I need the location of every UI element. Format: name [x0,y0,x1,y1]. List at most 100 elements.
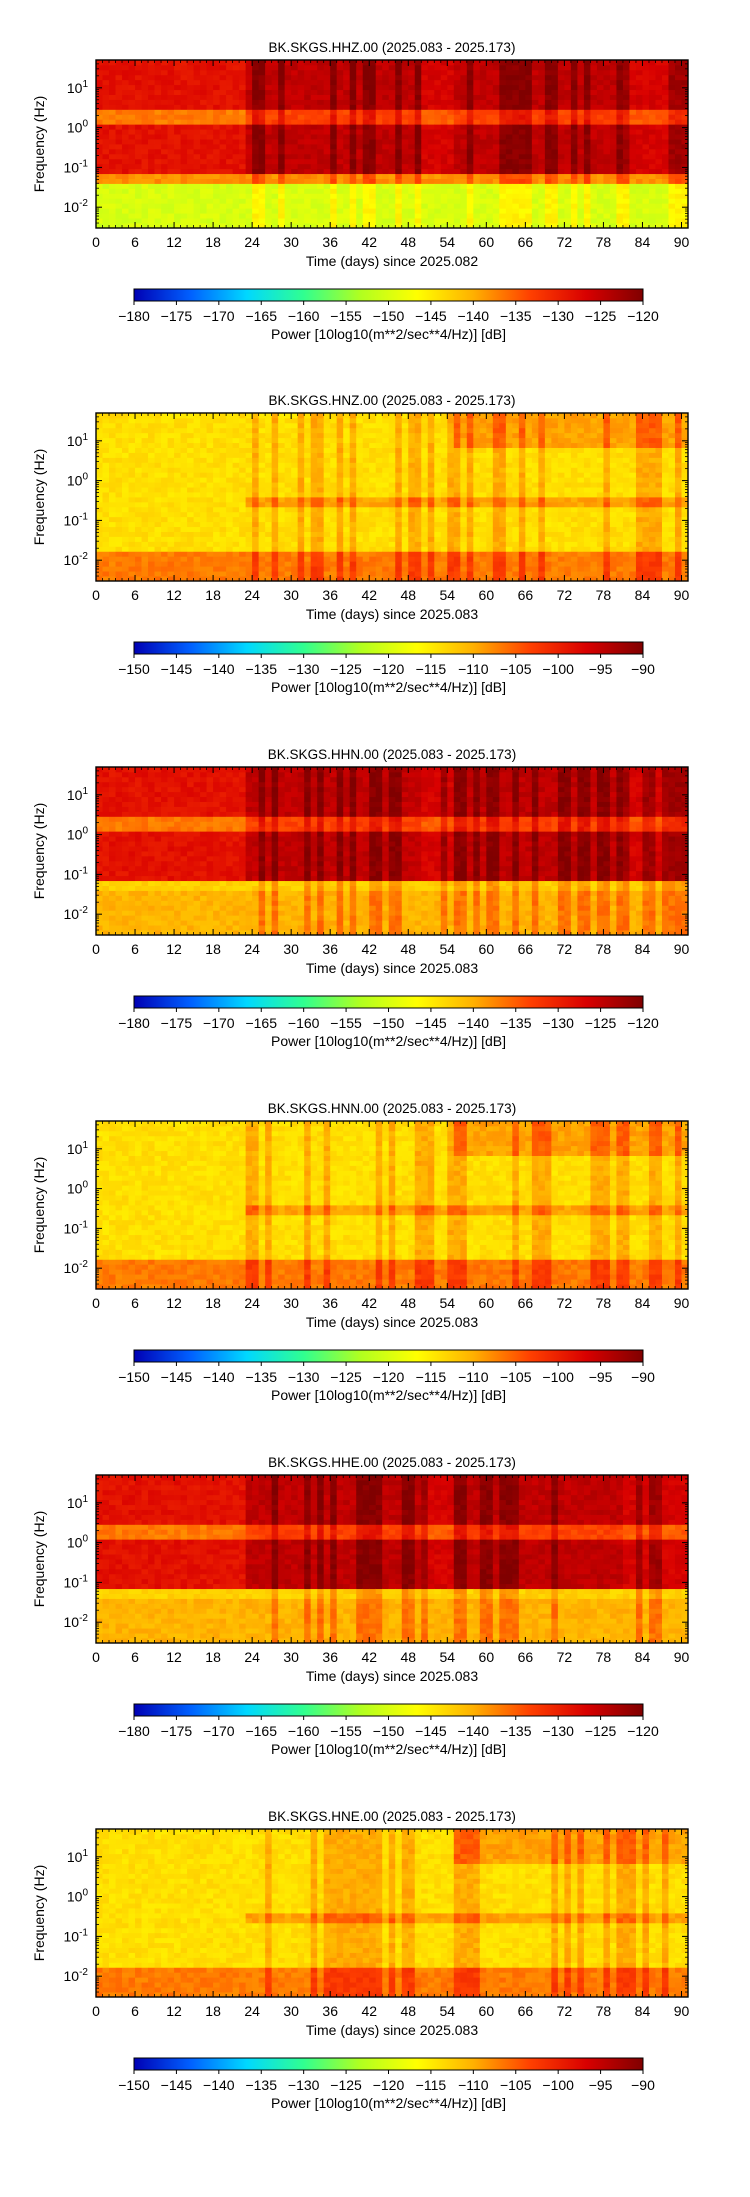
heatmap-cell [252,536,260,542]
heatmap-cell [174,104,181,110]
heatmap-cell [200,188,207,194]
heatmap-cell [427,208,435,214]
heatmap-cell [193,99,201,105]
heatmap-cell [622,218,630,224]
heatmap-cell [128,442,136,448]
heatmap-cell [343,144,351,150]
heatmap-cell [310,432,318,439]
heatmap-cell [395,213,403,219]
heatmap-cell [661,148,669,155]
heatmap-cell [362,546,370,552]
heatmap-cell [674,213,682,219]
heatmap-cell [343,168,351,175]
heatmap-cell [284,526,292,532]
heatmap-cell [297,203,305,209]
heatmap-cell [278,173,286,179]
heatmap-cell [512,89,520,95]
heatmap-cell [479,139,487,145]
heatmap-cell [596,79,604,86]
heatmap-cell [388,213,396,219]
heatmap-cell [135,64,142,71]
heatmap-cell [245,114,253,120]
heatmap-cell [668,109,676,115]
heatmap-cell [330,144,338,150]
heatmap-cell [122,104,129,110]
heatmap-cell [128,462,136,468]
heatmap-cell [161,531,168,537]
heatmap-cell [466,203,474,209]
heatmap-cell [187,531,194,537]
heatmap-cell [304,472,312,478]
heatmap-cell [518,158,526,165]
heatmap-cell [109,432,116,439]
heatmap-cell [564,99,572,105]
heatmap-cell [577,94,585,100]
heatmap-cell [252,566,260,572]
heatmap-cell [330,168,338,175]
heatmap-cell [440,79,448,86]
heatmap-cell [473,223,481,229]
heatmap-cell [180,467,188,473]
heatmap-cell [148,193,155,199]
heatmap-cell [343,153,351,160]
heatmap-cell [505,203,513,209]
heatmap-cell [232,462,240,468]
heatmap-cell [323,432,331,439]
heatmap-cell [239,413,247,419]
heatmap-cell [297,134,305,140]
heatmap-cell [408,153,416,160]
heatmap-cell [635,69,643,76]
heatmap-cell [115,198,123,204]
heatmap-cell [271,203,279,209]
heatmap-cell [122,60,129,66]
heatmap-cell [473,124,481,130]
heatmap-cell [213,124,221,130]
heatmap-cell [96,178,103,184]
heatmap-cell [271,462,279,468]
heatmap-cell [317,218,325,224]
heatmap-cell [583,153,591,160]
heatmap-cell [115,482,123,488]
heatmap-cell [356,413,364,419]
heatmap-cell [135,89,142,95]
heatmap-cell [544,89,552,95]
heatmap-cell [317,427,325,434]
heatmap-cell [375,208,383,214]
heatmap-cell [447,168,455,175]
heatmap-cell [187,158,194,165]
heatmap-cell [226,566,234,572]
heatmap-cell [453,129,461,135]
heatmap-cell [505,153,513,160]
heatmap-cell [187,163,194,170]
heatmap-cell [518,99,526,105]
heatmap-cell [278,139,286,145]
heatmap-cell [531,144,539,150]
heatmap-cell [486,168,494,175]
heatmap-cell [323,566,331,572]
heatmap-cell [349,218,357,224]
heatmap-cell [622,178,630,184]
heatmap-cell [466,163,474,170]
heatmap-cell [356,477,364,483]
heatmap-cell [414,64,422,71]
heatmap-cell [577,178,585,184]
heatmap-cell [525,60,533,66]
heatmap-cell [492,94,500,100]
heatmap-cell [206,511,214,518]
heatmap-cell [622,69,630,76]
heatmap-cell [460,208,468,214]
heatmap-cell [557,193,565,199]
heatmap-cell [538,104,546,110]
heatmap-cell [258,153,266,160]
heatmap-cell [330,173,338,179]
heatmap-cell [154,462,162,468]
heatmap-cell [369,546,377,552]
heatmap-cell [102,223,110,229]
heatmap-cell [115,104,123,110]
heatmap-cell [622,139,630,145]
heatmap-cell [180,163,188,170]
heatmap-cell [297,124,305,130]
heatmap-cell [174,506,181,513]
heatmap-cell [505,134,513,140]
heatmap-cell [343,99,351,105]
